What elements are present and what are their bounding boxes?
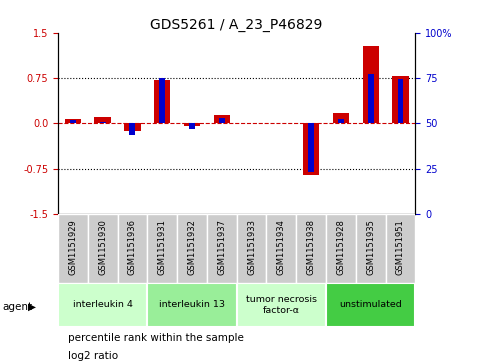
Bar <box>154 80 170 123</box>
Bar <box>333 113 349 123</box>
Bar <box>99 122 106 123</box>
Bar <box>326 214 356 283</box>
Bar <box>58 283 147 327</box>
Text: tumor necrosis
factor-α: tumor necrosis factor-α <box>246 295 317 315</box>
Bar <box>237 214 267 283</box>
Text: interleukin 13: interleukin 13 <box>159 301 225 309</box>
Text: GSM1151931: GSM1151931 <box>158 219 167 275</box>
Text: interleukin 4: interleukin 4 <box>73 301 132 309</box>
Bar <box>207 214 237 283</box>
Bar <box>303 123 319 175</box>
Bar <box>356 214 385 283</box>
Text: GSM1151929: GSM1151929 <box>69 219 77 275</box>
Text: GSM1151938: GSM1151938 <box>307 219 315 275</box>
Text: GSM1151935: GSM1151935 <box>366 219 375 275</box>
Bar <box>159 78 165 123</box>
Text: GSM1151930: GSM1151930 <box>98 219 107 275</box>
Bar <box>398 79 403 123</box>
Text: ▶: ▶ <box>28 302 36 312</box>
Bar <box>363 46 379 123</box>
Bar <box>308 123 314 172</box>
Bar <box>385 214 415 283</box>
Bar <box>147 283 237 327</box>
Bar <box>326 283 415 327</box>
Bar <box>124 123 141 131</box>
Bar <box>88 214 117 283</box>
Text: GSM1151933: GSM1151933 <box>247 219 256 275</box>
Bar <box>296 214 326 283</box>
Bar <box>189 123 195 129</box>
Text: GSM1151937: GSM1151937 <box>217 219 226 275</box>
Text: GSM1151928: GSM1151928 <box>337 219 345 275</box>
Text: log2 ratio: log2 ratio <box>68 351 118 361</box>
Bar <box>147 214 177 283</box>
Text: unstimulated: unstimulated <box>340 301 402 309</box>
Bar <box>95 117 111 123</box>
Title: GDS5261 / A_23_P46829: GDS5261 / A_23_P46829 <box>151 18 323 32</box>
Bar <box>184 123 200 126</box>
Bar <box>129 123 135 135</box>
Bar <box>213 115 230 123</box>
Text: GSM1151951: GSM1151951 <box>396 219 405 275</box>
Text: GSM1151936: GSM1151936 <box>128 219 137 275</box>
Bar <box>392 76 409 123</box>
Text: GSM1151932: GSM1151932 <box>187 219 197 275</box>
Text: GSM1151934: GSM1151934 <box>277 219 286 275</box>
Bar <box>58 214 88 283</box>
Bar <box>368 74 374 123</box>
Bar <box>338 119 344 123</box>
Bar <box>219 118 225 123</box>
Bar <box>70 120 76 123</box>
Text: percentile rank within the sample: percentile rank within the sample <box>68 333 243 343</box>
Bar <box>177 214 207 283</box>
Bar <box>117 214 147 283</box>
Bar <box>237 283 326 327</box>
Bar <box>65 119 81 123</box>
Bar <box>267 214 296 283</box>
Text: agent: agent <box>2 302 32 312</box>
